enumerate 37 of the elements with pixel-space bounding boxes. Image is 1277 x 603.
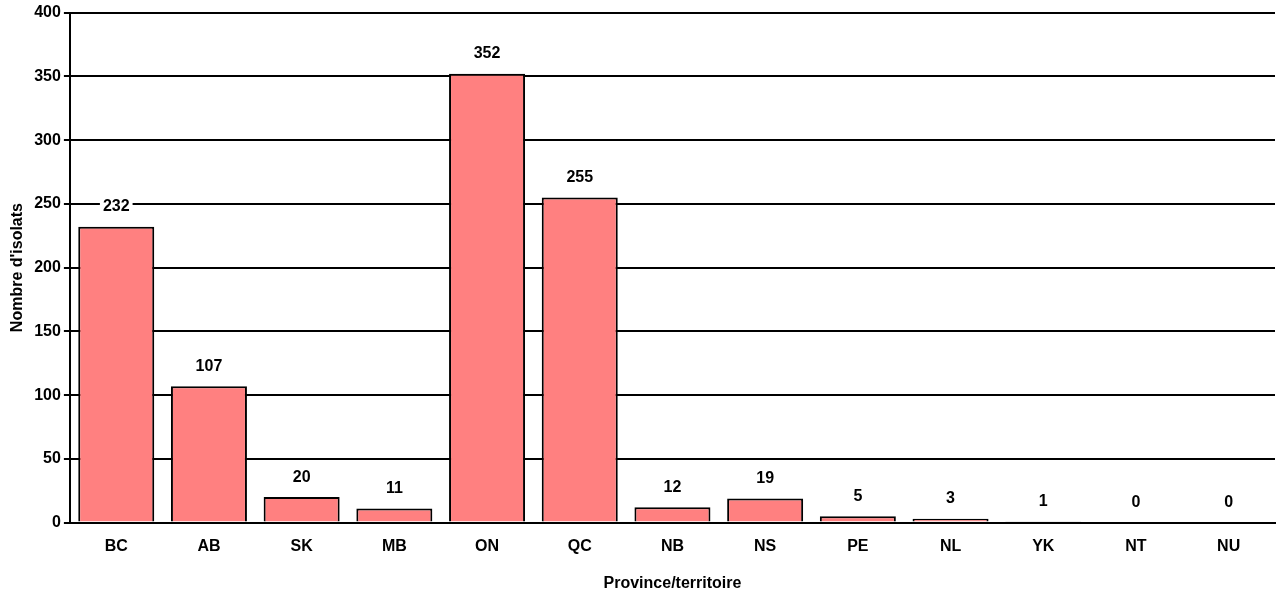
x-tick-label: NT [1125, 536, 1147, 554]
x-tick-label: BC [104, 536, 129, 554]
data-label: 12 [663, 477, 682, 495]
x-tick-label: SK [290, 536, 314, 554]
data-label: 232 [102, 197, 130, 215]
x-tick-label: YK [1032, 536, 1055, 554]
x-tick-label: PE [847, 536, 869, 554]
y-tick-label: 250 [34, 194, 61, 212]
data-label: 19 [756, 468, 775, 486]
data-label: 0 [1224, 493, 1234, 511]
y-tick-label: 0 [51, 513, 61, 531]
y-axis-title: Nombre d'isolats [8, 202, 26, 333]
y-tick-label: 50 [43, 449, 61, 467]
x-tick-label: NS [754, 536, 777, 554]
y-tick-label: 400 [34, 3, 61, 21]
x-tick-label: QC [567, 536, 593, 554]
x-tick-label: AB [197, 536, 221, 554]
y-tick-label: 100 [34, 385, 61, 403]
data-label: 5 [853, 486, 863, 504]
x-axis-title: Province/territoire [603, 573, 742, 591]
x-tick-label: MB [381, 536, 407, 554]
data-label: 352 [473, 44, 501, 62]
data-label: 107 [195, 356, 223, 374]
x-tick-label: NL [939, 536, 962, 554]
x-tick-label: NU [1217, 536, 1241, 554]
y-tick-label: 150 [34, 321, 61, 339]
y-tick-label: 200 [34, 258, 61, 276]
y-tick-label: 300 [34, 130, 61, 148]
x-tick-label: NB [660, 536, 684, 554]
y-tick-label: 350 [34, 66, 61, 84]
data-label: 11 [385, 478, 403, 496]
data-label: 20 [292, 467, 311, 485]
data-label: 1 [1038, 491, 1048, 509]
data-label: 255 [566, 167, 594, 185]
x-tick-label: ON [475, 536, 500, 554]
data-label: 0 [1131, 493, 1141, 511]
data-label: 3 [946, 489, 956, 507]
